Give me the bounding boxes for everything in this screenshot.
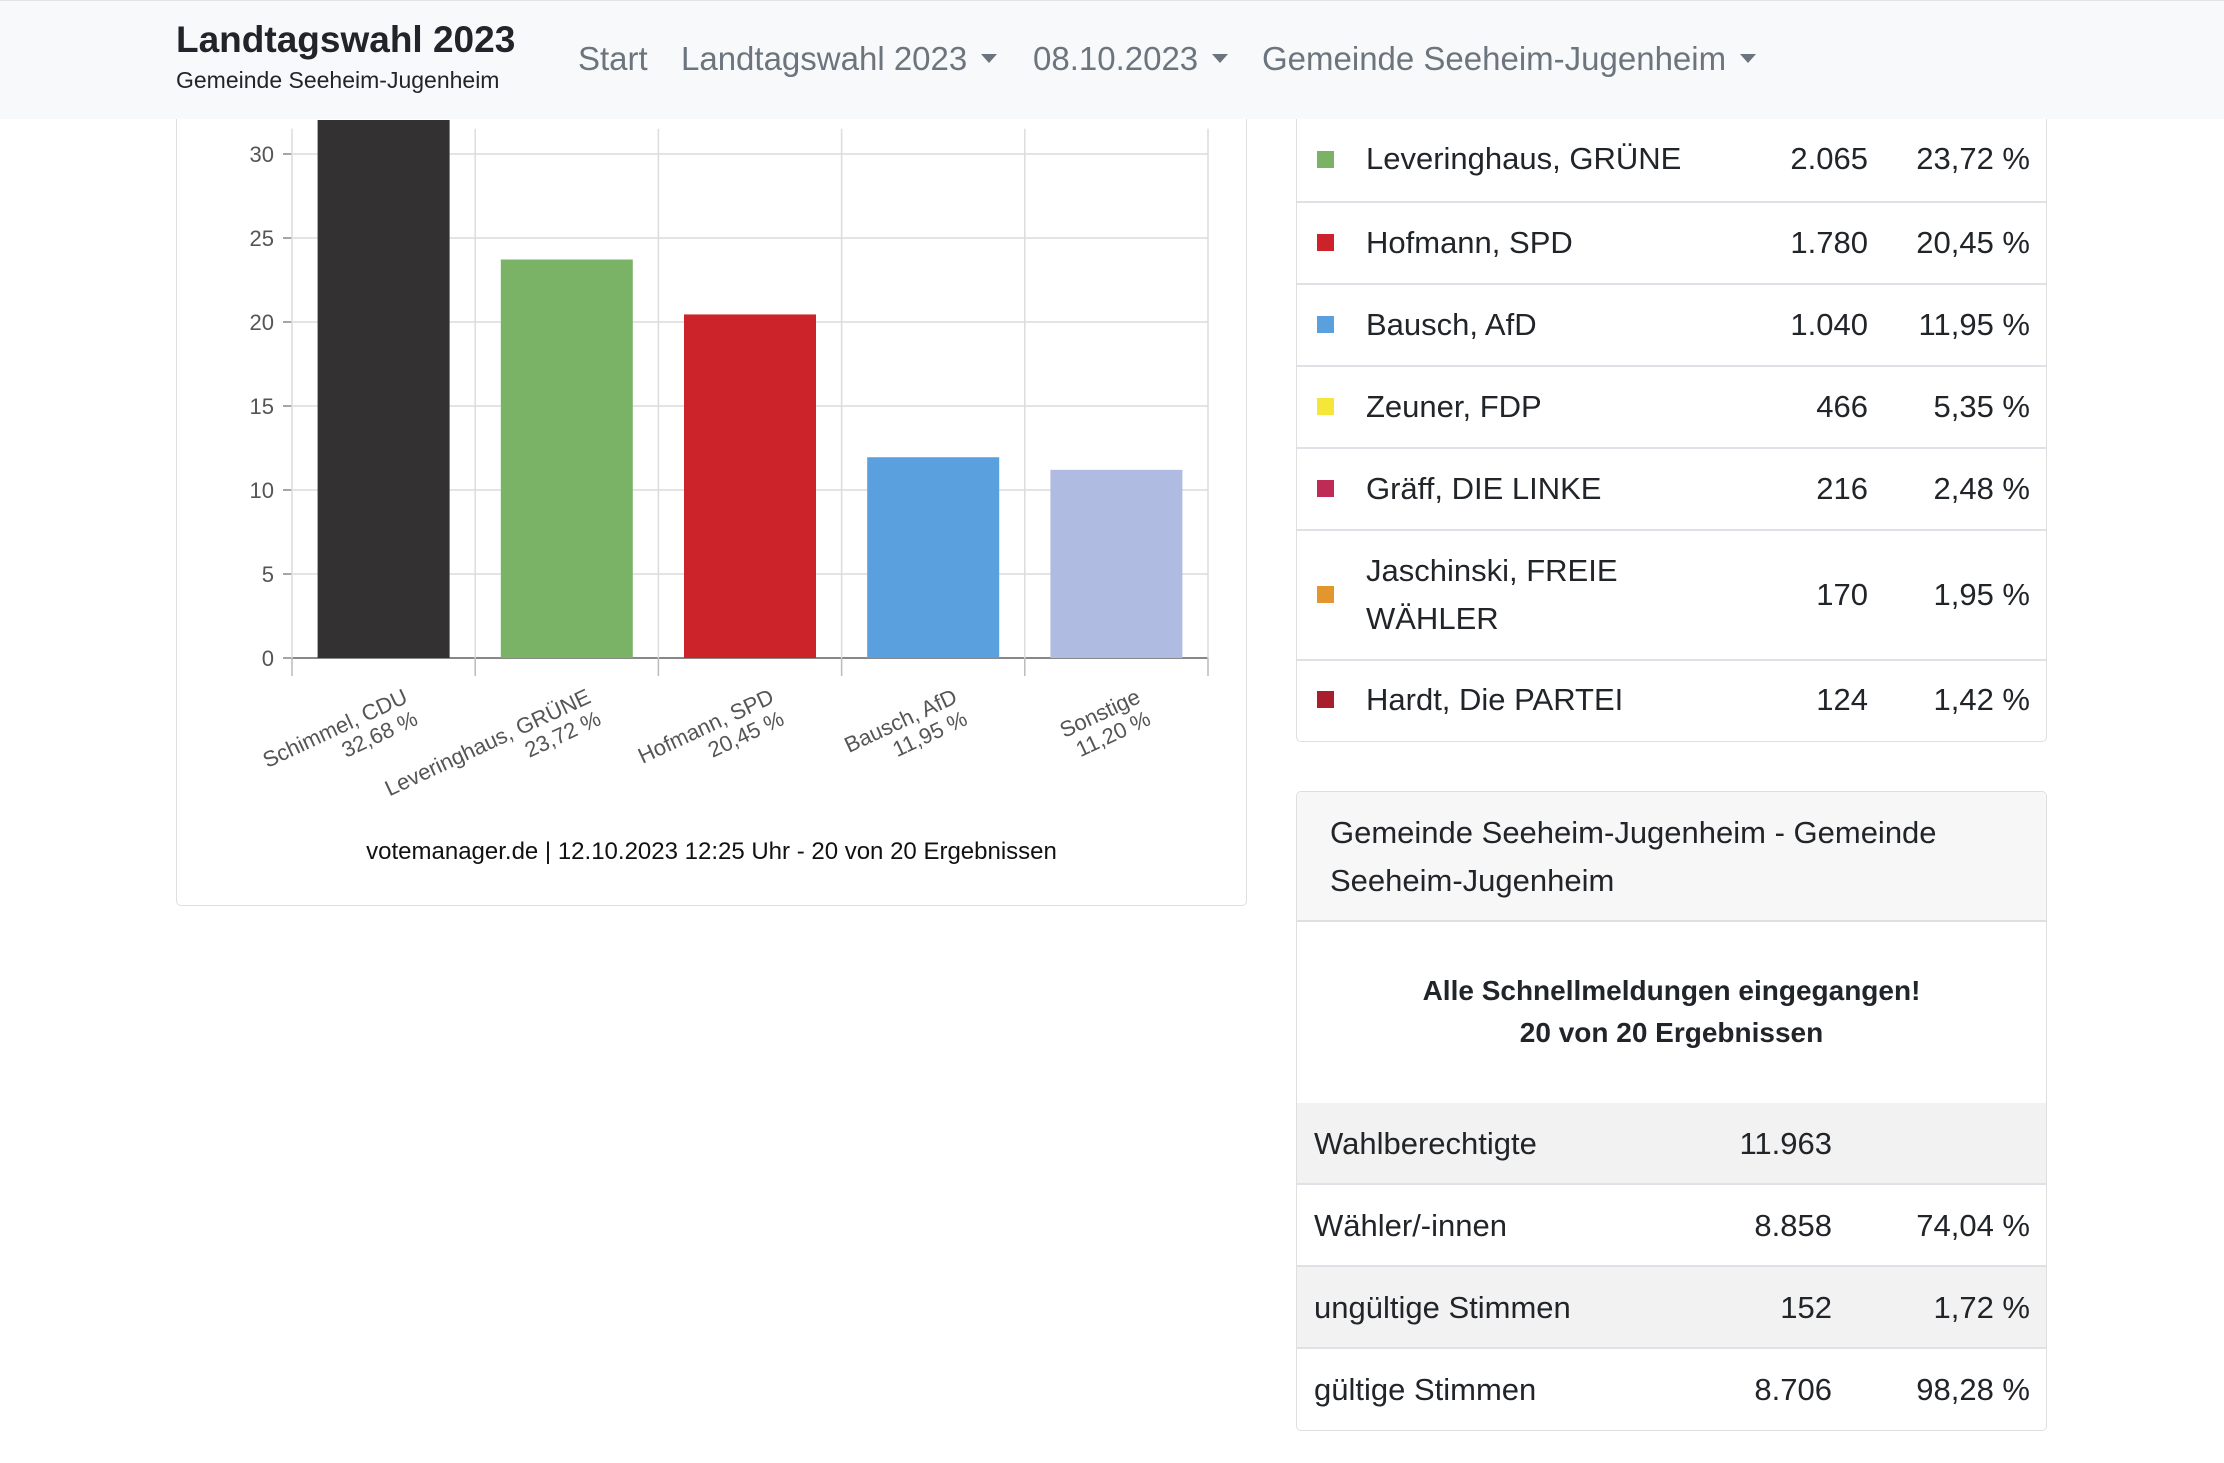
- stat-row-voters: Wähler/-innen 8.858 74,04 %: [1297, 1185, 2046, 1267]
- chevron-down-icon: [981, 54, 998, 63]
- x-tick-label: Hofmann, SPD20,45 %: [634, 684, 788, 791]
- candidate-votes: 2.065: [1790, 141, 1868, 176]
- bar: [1050, 469, 1183, 658]
- reporting-status: Alle Schnellmeldungen eingegangen! 20 vo…: [1297, 970, 2046, 1054]
- candidate-percent: 1,95 %: [1933, 577, 2030, 612]
- result-row: Hardt, Die PARTEI 124 1,42 %: [1297, 661, 2046, 742]
- result-row: Zeuner, FDP 466 5,35 %: [1297, 367, 2046, 449]
- result-row: Jaschinski, FREIE WÄHLER 170 1,95 %: [1297, 531, 2046, 661]
- stat-row-eligible: Wahlberechtigte 11.963: [1297, 1103, 2046, 1185]
- chevron-down-icon: [1740, 54, 1757, 63]
- bar: [317, 120, 450, 658]
- stat-label: ungültige Stimmen: [1314, 1290, 1571, 1325]
- candidate-name-line2: WÄHLER: [1366, 601, 1499, 636]
- y-tick-label: 15: [250, 394, 274, 419]
- candidate-name: Gräff, DIE LINKE: [1366, 471, 1602, 506]
- nav-election-dropdown[interactable]: Landtagswahl 2023: [681, 37, 998, 81]
- candidate-votes: 1.040: [1790, 307, 1868, 342]
- legend-swatch: [1317, 586, 1334, 603]
- candidate-votes: 466: [1816, 389, 1868, 424]
- reporting-status-line2: 20 von 20 Ergebnissen: [1519, 1017, 1824, 1048]
- stat-row-valid: gültige Stimmen 8.706 98,28 %: [1297, 1349, 2046, 1430]
- stat-percent: 1,72 %: [1933, 1290, 2030, 1325]
- stat-count: 152: [1780, 1290, 1832, 1325]
- legend-swatch: [1317, 691, 1334, 708]
- x-tick-label: Bausch, AfD11,95 %: [840, 684, 971, 780]
- candidate-name: Bausch, AfD: [1366, 307, 1537, 342]
- candidate-name-line1: Jaschinski, FREIE: [1366, 553, 1618, 588]
- candidate-percent: 11,95 %: [1918, 307, 2030, 342]
- stat-count: 11.963: [1739, 1126, 1832, 1161]
- nav-start-label: Start: [578, 40, 648, 77]
- brand-title[interactable]: Landtagswahl 2023: [176, 19, 516, 60]
- stat-percent: 74,04 %: [1916, 1208, 2030, 1243]
- legend-swatch: [1317, 480, 1334, 497]
- result-row: Gräff, DIE LINKE 216 2,48 %: [1297, 449, 2046, 531]
- bar: [500, 259, 633, 658]
- y-tick-label: 0: [262, 646, 274, 671]
- brand[interactable]: Landtagswahl 2023 Gemeinde Seeheim-Jugen…: [176, 15, 515, 95]
- candidate-votes: 124: [1816, 682, 1868, 717]
- candidate-votes: 216: [1816, 471, 1868, 506]
- brand-subtitle: Gemeinde Seeheim-Jugenheim: [176, 67, 500, 93]
- nav-date-dropdown[interactable]: 08.10.2023: [1033, 37, 1229, 81]
- stat-label: gültige Stimmen: [1314, 1372, 1537, 1407]
- candidate-name: Hardt, Die PARTEI: [1366, 682, 1624, 717]
- stat-label: Wahlberechtigte: [1314, 1126, 1537, 1161]
- bar: [867, 457, 1000, 658]
- y-tick-label: 20: [250, 310, 274, 335]
- candidate-percent: 23,72 %: [1916, 141, 2030, 176]
- candidate-name: Zeuner, FDP: [1366, 389, 1542, 424]
- chart-card: 0 5 10 15 20 25 30 Schimmel, CDU32,68 % Levering…: [176, 60, 1247, 906]
- y-tick-label: 10: [250, 478, 274, 503]
- summary-card: Gemeinde Seeheim-Jugenheim - Gemeinde Se…: [1296, 791, 2047, 1431]
- nav-municipality-dropdown[interactable]: Gemeinde Seeheim-Jugenheim: [1262, 37, 1757, 81]
- top-navbar: Landtagswahl 2023 Gemeinde Seeheim-Jugen…: [0, 0, 2224, 119]
- summary-title: Gemeinde Seeheim-Jugenheim - Gemeinde Se…: [1330, 815, 1937, 898]
- x-tick-label: Sonstige11,20 %: [1056, 684, 1154, 765]
- candidate-name: Leveringhaus, GRÜNE: [1366, 141, 1682, 176]
- legend-swatch: [1317, 151, 1334, 168]
- candidate-percent: 1,42 %: [1933, 682, 2030, 717]
- summary-header: Gemeinde Seeheim-Jugenheim - Gemeinde Se…: [1297, 792, 2046, 922]
- candidate-percent: 5,35 %: [1933, 389, 2030, 424]
- nav-start-link[interactable]: Start: [578, 37, 648, 81]
- y-tick-label: 30: [250, 142, 274, 167]
- chart-credit: votemanager.de | 12.10.2023 12:25 Uhr - …: [366, 838, 1057, 865]
- result-row: Hofmann, SPD 1.780 20,45 %: [1297, 203, 2046, 285]
- y-tick-label: 5: [262, 562, 274, 587]
- stat-label: Wähler/-innen: [1314, 1208, 1507, 1243]
- legend-swatch: [1317, 234, 1334, 251]
- candidate-name: Hofmann, SPD: [1366, 225, 1573, 260]
- candidate-percent: 2,48 %: [1933, 471, 2030, 506]
- stat-count: 8.858: [1754, 1208, 1832, 1243]
- legend-swatch: [1317, 398, 1334, 415]
- chevron-down-icon: [1212, 54, 1229, 63]
- legend-swatch: [1317, 316, 1334, 333]
- candidate-votes: 1.780: [1790, 225, 1868, 260]
- result-row: Bausch, AfD 1.040 11,95 %: [1297, 285, 2046, 367]
- x-tick-label: Leveringhaus, GRÜNE23,72 %: [381, 684, 605, 820]
- y-tick-label: 25: [250, 226, 274, 251]
- candidate-votes: 170: [1816, 577, 1868, 612]
- candidate-results-card: Leveringhaus, GRÜNE 2.065 23,72 % Hofman…: [1296, 60, 2047, 742]
- stat-count: 8.706: [1754, 1372, 1832, 1407]
- reporting-status-line1: Alle Schnellmeldungen eingegangen!: [1422, 975, 1921, 1006]
- bar: [684, 314, 816, 658]
- nav-election-label: Landtagswahl 2023: [681, 40, 968, 77]
- stat-row-invalid: ungültige Stimmen 152 1,72 %: [1297, 1267, 2046, 1349]
- candidate-percent: 20,45 %: [1916, 225, 2030, 260]
- nav-municipality-label: Gemeinde Seeheim-Jugenheim: [1262, 40, 1727, 77]
- result-row: Leveringhaus, GRÜNE 2.065 23,72 %: [1297, 60, 2046, 203]
- stat-percent: 98,28 %: [1916, 1372, 2030, 1407]
- nav-date-label: 08.10.2023: [1033, 40, 1199, 77]
